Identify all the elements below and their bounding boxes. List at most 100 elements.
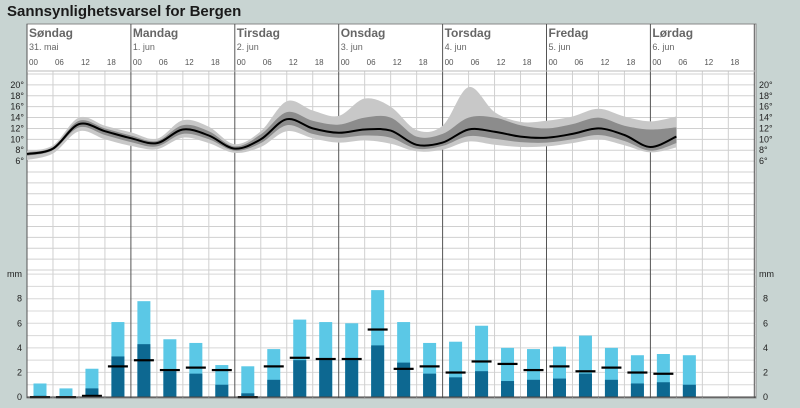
hour-tick-label: 18 xyxy=(315,58,324,67)
precip-axis-label-left: 4 xyxy=(17,343,22,353)
precip-median-mark xyxy=(185,366,206,369)
precip-axis-label-left: 6 xyxy=(17,318,22,328)
precip-bar-low xyxy=(189,373,203,397)
precip-median-mark xyxy=(341,357,362,361)
temp-axis-label-left: 14° xyxy=(10,113,24,123)
precip-median-mark xyxy=(549,365,570,368)
hour-tick-label: 06 xyxy=(159,58,168,67)
day-label: Tirsdag xyxy=(237,26,280,40)
temp-inner-band xyxy=(27,111,677,156)
temp-axis-label-left: 20° xyxy=(10,80,24,90)
precip-bar-low xyxy=(111,356,125,397)
precip-median-mark xyxy=(81,394,102,397)
precip-median-mark xyxy=(445,371,466,374)
hour-tick-label: 06 xyxy=(574,58,583,67)
precip-median-mark xyxy=(263,365,284,368)
day-label: Lørdag xyxy=(652,26,693,40)
hour-tick-label: 12 xyxy=(497,58,506,67)
precip-median-mark xyxy=(367,328,388,331)
hour-tick-label: 06 xyxy=(367,58,376,67)
precip-median-mark xyxy=(419,365,440,368)
hour-tick-label: 18 xyxy=(211,58,220,67)
precip-median-mark xyxy=(133,359,154,362)
hour-tick-label: 06 xyxy=(55,58,64,67)
hour-tick-label: 18 xyxy=(107,58,116,67)
plot-area xyxy=(26,23,757,399)
precip-bar-low xyxy=(345,358,359,397)
precip-bar-low xyxy=(656,382,670,397)
precip-median-mark xyxy=(497,362,518,366)
day-label: Torsdag xyxy=(445,26,491,40)
precip-median-mark xyxy=(289,356,310,359)
precip-bar-low xyxy=(604,379,618,397)
hour-tick-label: 12 xyxy=(81,58,90,67)
hour-tick-label: 06 xyxy=(678,58,687,67)
precip-bar-low xyxy=(371,345,385,397)
temp-median-line xyxy=(26,117,677,156)
temp-axis-label-left: 6° xyxy=(15,156,24,166)
hour-tick-label: 12 xyxy=(393,58,402,67)
temp-axis-label-right: 8° xyxy=(759,145,768,155)
hour-tick-label: 18 xyxy=(626,58,635,67)
precip-bar-low xyxy=(137,344,151,397)
precip-axis-label-right: 4 xyxy=(763,343,768,353)
hour-tick-label: 00 xyxy=(29,58,38,67)
precip-bar-low xyxy=(578,373,592,397)
precip-unit-left: mm xyxy=(7,269,22,279)
temp-axis-label-right: 18° xyxy=(759,91,773,101)
date-label: 3. jun xyxy=(341,42,363,52)
temp-axis-label-right: 14° xyxy=(759,113,773,123)
hour-tick-label: 18 xyxy=(523,58,532,67)
date-label: 5. jun xyxy=(549,42,571,52)
precip-axis-label-left: 8 xyxy=(17,294,22,304)
precip-axis-label-right: 8 xyxy=(763,294,768,304)
hour-tick-label: 06 xyxy=(471,58,480,67)
precip-bar-low xyxy=(501,381,515,397)
precip-axis-label-right: 0 xyxy=(763,392,768,402)
hour-tick-label: 12 xyxy=(600,58,609,67)
hour-tick-label: 12 xyxy=(704,58,713,67)
precip-median-mark xyxy=(471,360,492,363)
date-label: 4. jun xyxy=(445,42,467,52)
precip-median-mark xyxy=(315,357,336,361)
precip-bar-low xyxy=(163,371,177,397)
precip-median-mark xyxy=(601,366,622,369)
hour-tick-label: 00 xyxy=(341,58,350,67)
temp-axis-label-right: 12° xyxy=(759,123,773,133)
precip-median-mark xyxy=(107,365,128,368)
hour-tick-label: 00 xyxy=(133,58,142,67)
date-label: 1. jun xyxy=(133,42,155,52)
precip-bar-low xyxy=(423,373,437,397)
precip-bar-low xyxy=(397,362,411,397)
temp-axis-label-left: 12° xyxy=(10,123,24,133)
page-title: Sannsynlighetsvarsel for Bergen xyxy=(7,3,242,20)
hour-tick-label: 00 xyxy=(549,58,558,67)
hour-tick-label: 00 xyxy=(445,58,454,67)
hour-tick-label: 12 xyxy=(185,58,194,67)
precip-bar-low xyxy=(630,383,644,397)
date-label: 31. mai xyxy=(29,42,59,52)
precip-bar-high xyxy=(59,388,73,397)
temp-axis-label-right: 6° xyxy=(759,156,768,166)
precip-median-mark xyxy=(211,368,232,372)
precip-median-mark xyxy=(627,371,648,374)
temp-axis-label-left: 8° xyxy=(15,145,24,155)
precip-median-mark xyxy=(523,368,544,372)
precip-unit-right: mm xyxy=(759,269,774,279)
temp-axis-label-right: 20° xyxy=(759,80,773,90)
precip-median-mark xyxy=(159,368,180,372)
day-label: Fredag xyxy=(549,26,589,40)
precip-axis-label-left: 2 xyxy=(17,367,22,377)
hour-tick-label: 18 xyxy=(730,58,739,67)
precip-bar-low xyxy=(319,358,333,397)
precip-bar-low xyxy=(527,379,541,397)
date-label: 2. jun xyxy=(237,42,259,52)
precip-median-mark xyxy=(575,370,596,373)
hour-tick-label: 06 xyxy=(263,58,272,67)
temp-axis-label-left: 18° xyxy=(10,91,24,101)
hour-tick-label: 12 xyxy=(289,58,298,67)
precip-axis-label-left: 0 xyxy=(17,392,22,402)
precip-bar-high xyxy=(33,383,47,397)
